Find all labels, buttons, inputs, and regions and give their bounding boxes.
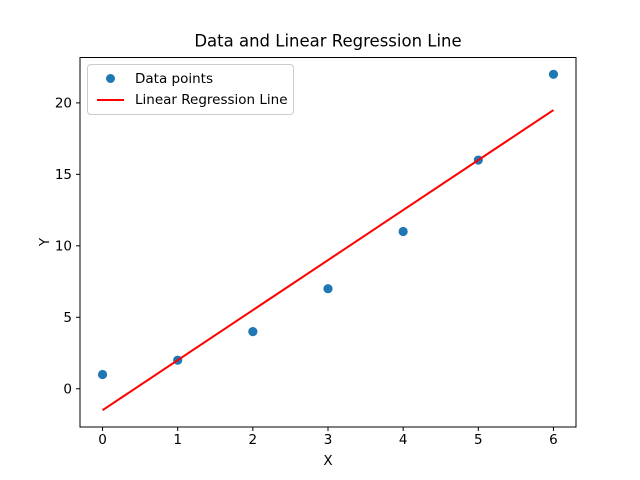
data-points-marker-icon	[105, 74, 115, 83]
regression-line	[101, 109, 555, 412]
y-tick-label: 10	[55, 239, 72, 255]
data-point	[323, 284, 333, 294]
y-tick-label: 0	[63, 382, 72, 398]
legend-item-regression-line: Linear Regression Line	[93, 89, 288, 110]
data-point	[398, 226, 408, 237]
x-tick-label: 3	[324, 432, 333, 448]
y-axis-label: Y	[37, 237, 53, 247]
x-tick-label: 5	[474, 432, 483, 448]
legend: Data points Linear Regression Line	[87, 64, 294, 115]
x-tick-label: 4	[399, 432, 408, 448]
chart-title: Data and Linear Regression Line	[194, 31, 462, 51]
y-tick-label: 5	[63, 310, 72, 326]
legend-handle	[93, 98, 127, 101]
y-tick-label: 15	[55, 167, 72, 183]
y-tick-label: 20	[55, 96, 72, 112]
x-tick-label: 0	[98, 432, 107, 448]
legend-item-data-points: Data points	[93, 68, 287, 89]
x-tick-label: 1	[173, 432, 182, 448]
data-point	[248, 326, 258, 337]
data-point	[97, 369, 108, 380]
regression-line-swatch-icon	[96, 98, 124, 101]
data-point	[548, 69, 559, 79]
legend-label: Linear Regression Line	[135, 91, 288, 108]
x-axis-label: X	[323, 453, 333, 469]
legend-label: Data points	[135, 70, 213, 87]
legend-handle	[93, 74, 127, 83]
x-tick-label: 6	[549, 432, 558, 448]
x-tick-label: 2	[249, 432, 258, 448]
